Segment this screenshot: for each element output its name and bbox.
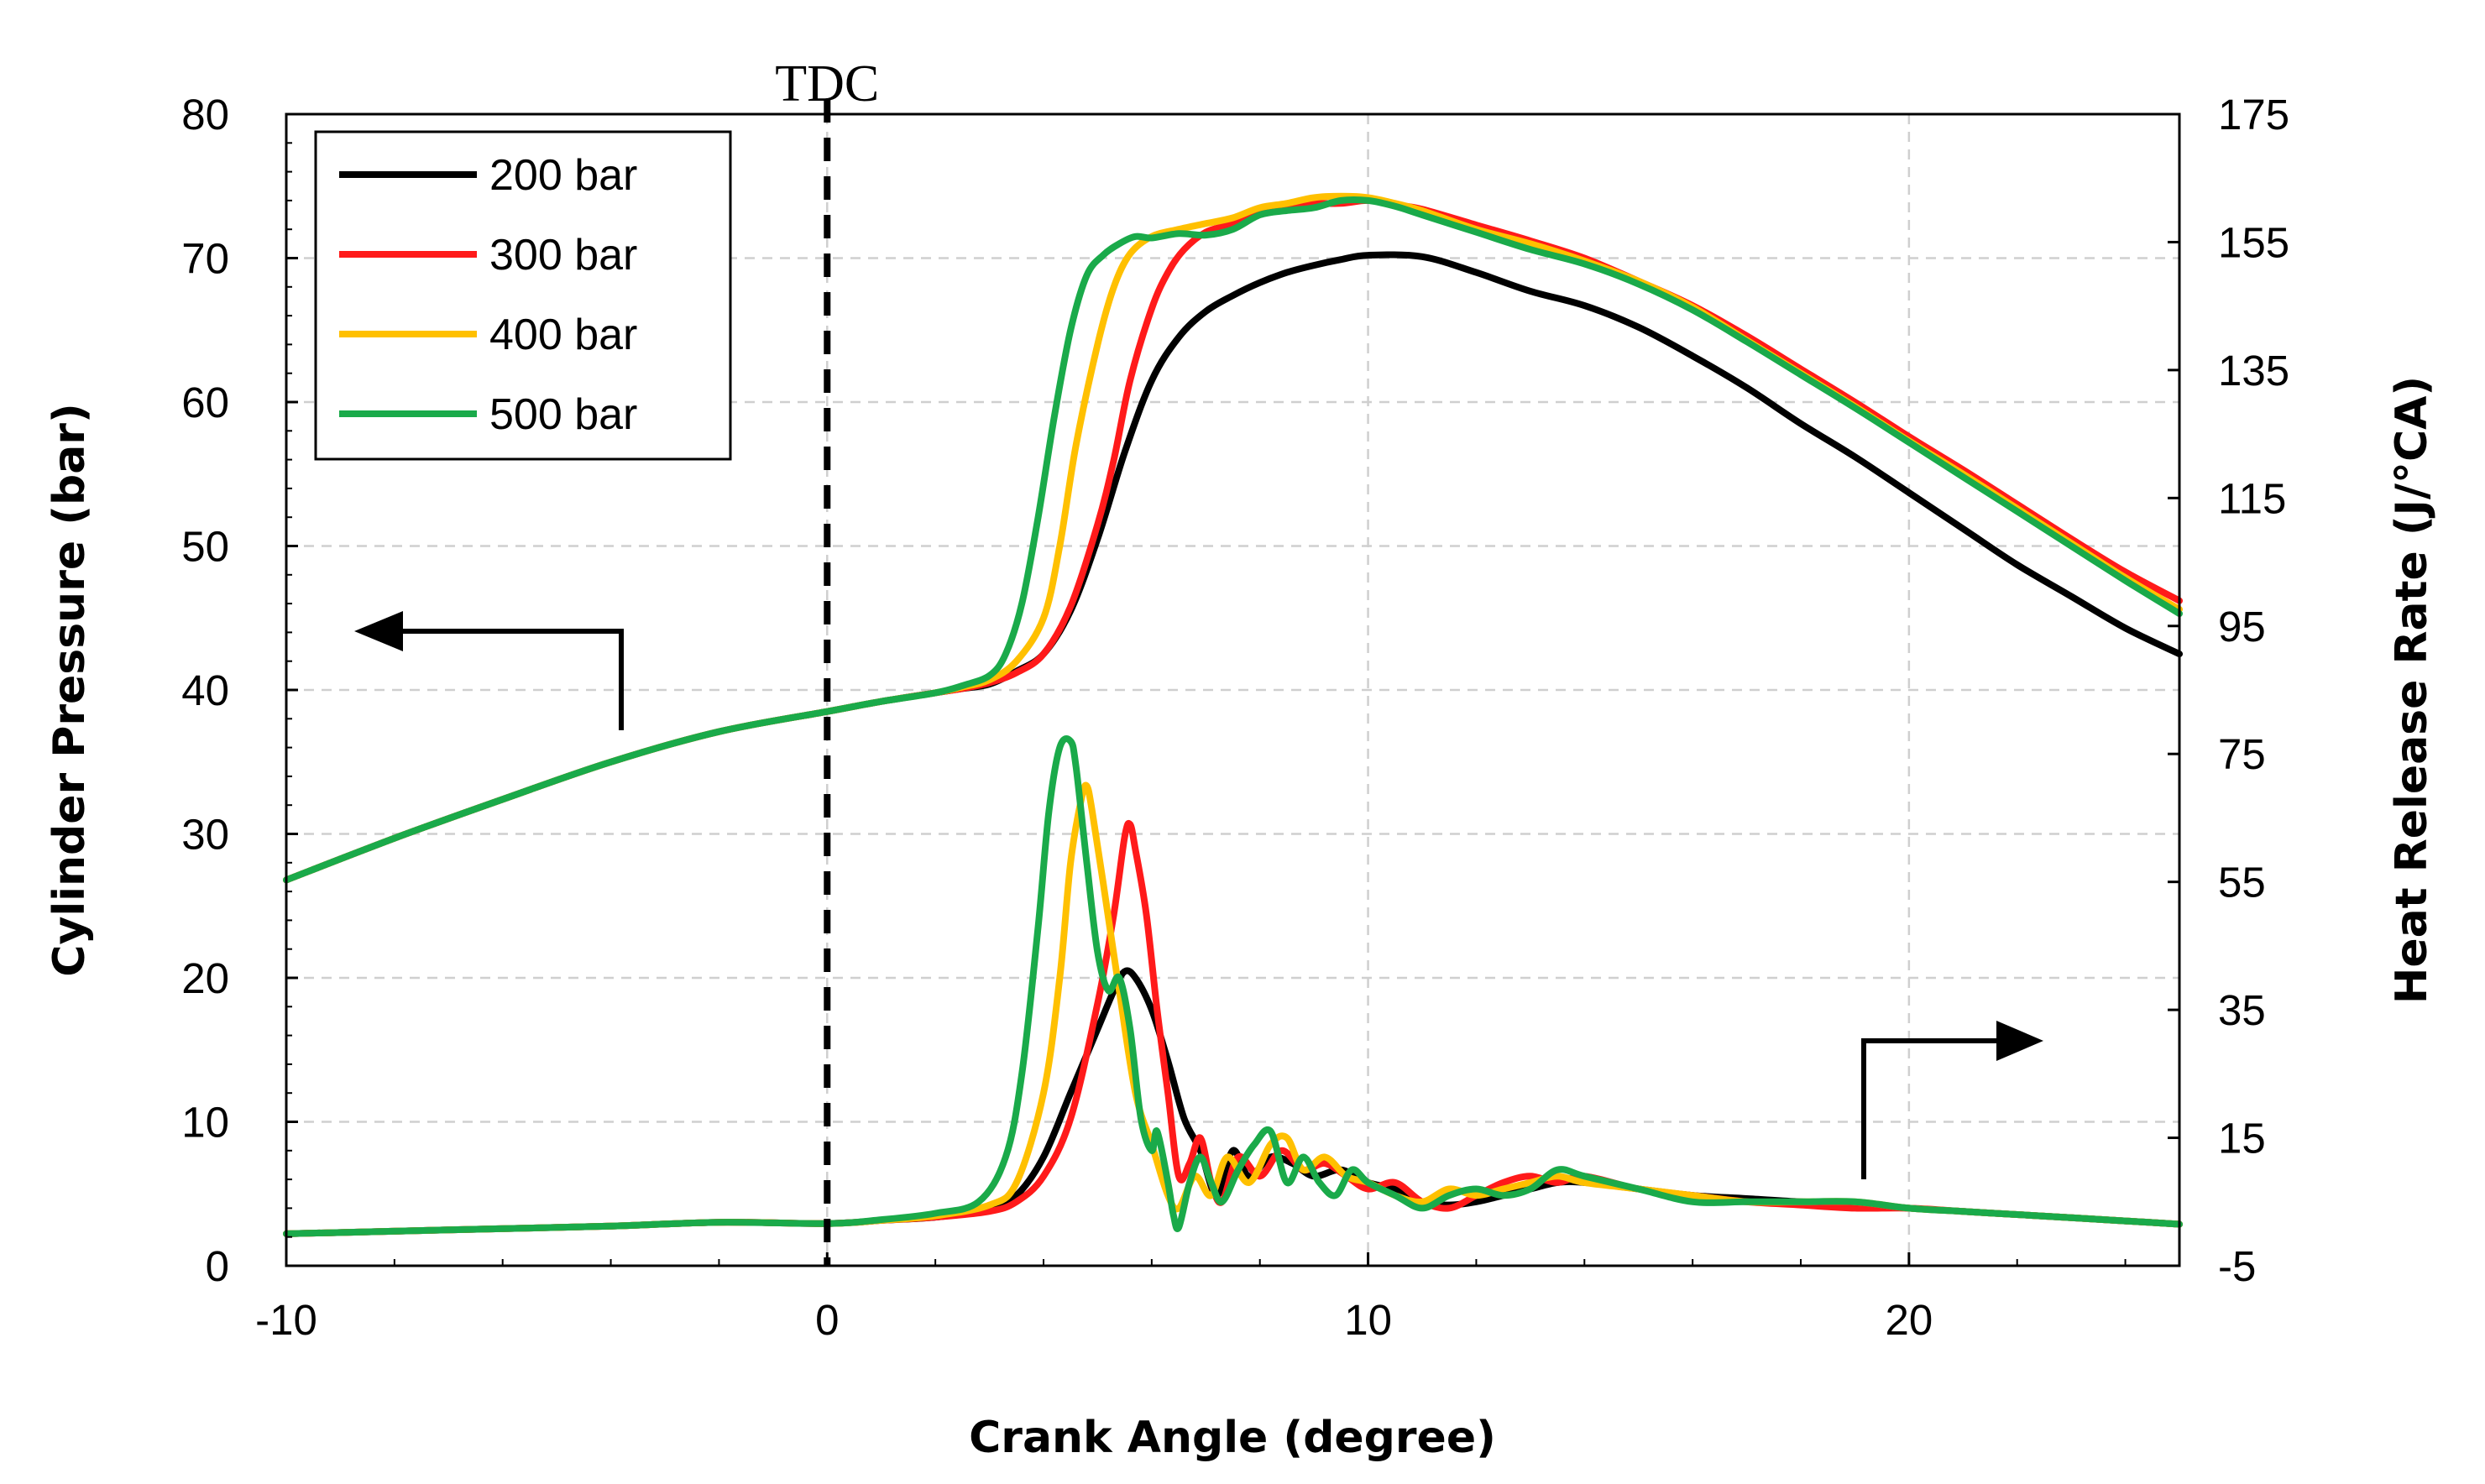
y-right-tick-label: 15 [2218, 1115, 2266, 1163]
left-axis-arrow [354, 611, 624, 730]
x-tick-label: -10 [255, 1296, 317, 1344]
pressure-line-500-bar [283, 196, 2183, 884]
y-left-tick-label: 80 [181, 91, 229, 138]
legend-label: 500 bar [489, 390, 637, 439]
pressure-series-group [283, 192, 2183, 884]
x-axis-title: Crank Angle (degree) [969, 1413, 1496, 1463]
y-left-tick-label: 70 [181, 235, 229, 283]
y-left-tick-label: 60 [181, 379, 229, 426]
y-right-axis-title: Heat Release Rate (J/°CA) [2387, 376, 2437, 1004]
y-left-tick-label: 0 [206, 1242, 229, 1290]
axis-ticks [285, 112, 2179, 1267]
right-axis-arrow [1861, 1021, 2043, 1179]
y-right-tick-label: 75 [2218, 730, 2266, 778]
y-right-tick-label: 135 [2218, 347, 2289, 395]
legend-label: 200 bar [489, 151, 637, 200]
x-tick-label: 10 [1344, 1296, 1392, 1344]
legend-label: 300 bar [489, 231, 637, 280]
legend-label: 400 bar [489, 311, 637, 359]
y-left-tick-label: 30 [181, 811, 229, 859]
y-right-tick-label: 35 [2218, 986, 2266, 1034]
x-tick-label: 20 [1885, 1296, 1933, 1344]
y-left-tick-label: 10 [181, 1099, 229, 1147]
hrr-line-500-bar [283, 735, 2183, 1237]
y-right-tick-label: -5 [2218, 1242, 2256, 1290]
y-right-tick-label: 95 [2218, 603, 2266, 651]
legend: 200 bar 300 bar 400 bar 500 bar [314, 130, 732, 461]
heat-release-series-group [283, 735, 2183, 1237]
legend-box [314, 130, 732, 461]
y-left-axis-title: Cylinder Pressure (bar) [44, 403, 95, 976]
y-right-tick-label: 55 [2218, 859, 2266, 907]
tdc-annotation: TDC [775, 55, 879, 1266]
tdc-label: TDC [775, 55, 879, 112]
x-tick-label: 0 [815, 1296, 839, 1344]
tick-labels: 0 10 20 30 40 50 60 70 80 -5 15 35 55 75 95 115 135 155 17… [181, 91, 2289, 1344]
y-right-tick-label: 155 [2218, 218, 2289, 266]
y-right-tick-label: 175 [2218, 91, 2289, 138]
y-left-tick-label: 20 [181, 954, 229, 1002]
y-left-tick-label: 40 [181, 666, 229, 714]
y-right-tick-label: 115 [2218, 474, 2286, 522]
y-left-tick-label: 50 [181, 523, 229, 571]
